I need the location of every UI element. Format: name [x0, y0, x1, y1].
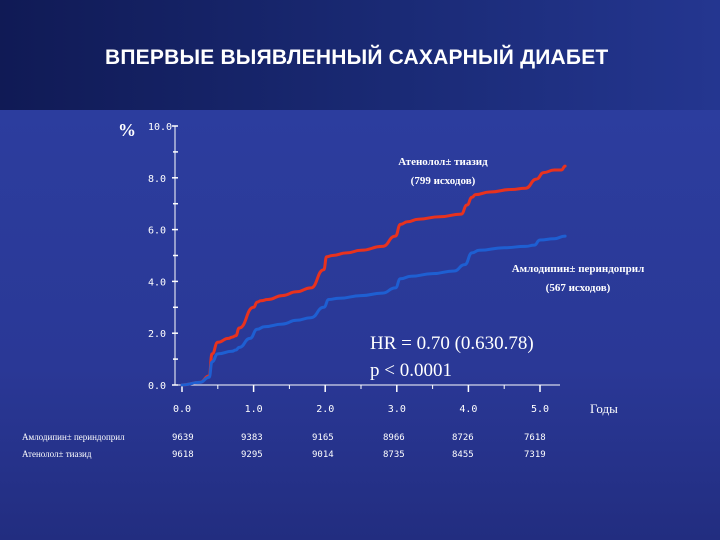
chart-panel: [0, 110, 720, 540]
at-risk-value: 8726: [452, 433, 474, 443]
x-tick-label: 4.0: [459, 404, 477, 415]
x-tick-label: 2.0: [316, 404, 334, 415]
y-tick-label: 2.0: [148, 329, 166, 340]
at-risk-value: 9295: [241, 450, 263, 460]
at-risk-value: 9639: [172, 433, 194, 443]
at-risk-value: 8735: [383, 450, 405, 460]
series-line-0: [180, 164, 567, 387]
series-label-amlodipine: Амлодипин± периндоприл: [512, 263, 645, 275]
at-risk-label: Амлодипин± периндоприл: [22, 432, 125, 442]
y-tick-label: 10.0: [148, 122, 172, 133]
x-tick-label: 0.0: [173, 404, 191, 415]
at-risk-value: 9165: [312, 433, 334, 443]
slide-title: ВПЕРВЫЕ ВЫЯВЛЕННЫЙ САХАРНЫЙ ДИАБЕТ: [105, 46, 609, 69]
series-line-1: [180, 234, 567, 387]
y-tick-label: 0.0: [148, 381, 166, 392]
x-axis-label: Годы: [590, 401, 618, 416]
x-tick-label: 1.0: [245, 404, 263, 415]
series-label-atenolol: Атенолол± тиазид: [398, 156, 488, 168]
at-risk-value: 9014: [312, 450, 334, 460]
series-subtitle-atenolol: (799 исходов): [411, 175, 476, 187]
hr-text: HR = 0.70 (0.630.78): [370, 333, 534, 354]
at-risk-value: 7618: [524, 433, 546, 443]
at-risk-value: 8455: [452, 450, 474, 460]
at-risk-value: 9383: [241, 433, 263, 443]
y-tick-label: 8.0: [148, 174, 166, 185]
x-tick-label: 3.0: [388, 404, 406, 415]
title-band: [0, 0, 720, 110]
y-axis-label: %: [118, 120, 136, 140]
at-risk-value: 7319: [524, 450, 546, 460]
y-tick-label: 6.0: [148, 226, 166, 237]
y-tick-label: 4.0: [148, 277, 166, 288]
p-value-text: p < 0.0001: [370, 360, 452, 381]
at-risk-value: 8966: [383, 433, 405, 443]
series-subtitle-amlodipine: (567 исходов): [546, 282, 611, 294]
at-risk-value: 9618: [172, 450, 194, 460]
x-tick-label: 5.0: [531, 404, 549, 415]
at-risk-label: Атенолол± тиазид: [22, 449, 92, 459]
